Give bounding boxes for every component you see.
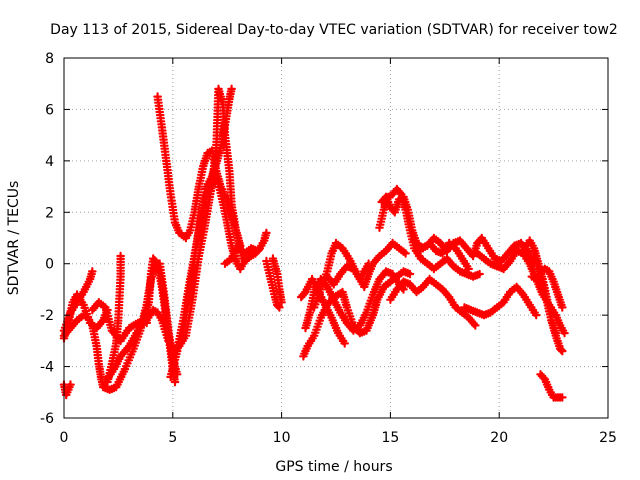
series-trace-15 (268, 254, 286, 307)
series-trace-8 (101, 254, 180, 387)
y-tick-label: -4 (40, 360, 54, 376)
x-tick-labels: 0 5 10 15 20 25 (60, 430, 617, 446)
series-trace-24 (410, 233, 539, 268)
axis-ticks (63, 57, 609, 419)
grid-lines (64, 58, 608, 418)
y-tick-label: -2 (40, 308, 54, 324)
x-tick-label: 25 (599, 430, 617, 446)
series-trace-25 (460, 282, 541, 320)
series-trace-30 (536, 370, 567, 402)
series-trace-20 (323, 238, 410, 292)
plot-frame (63, 57, 609, 419)
y-axis-label: SDTVAR / TECUs (6, 181, 22, 296)
y-tick-label: 0 (45, 257, 54, 273)
x-tick-label: 20 (490, 430, 508, 446)
x-axis-label: GPS time / hours (275, 459, 392, 475)
y-tick-label: 4 (45, 154, 54, 170)
x-tick-label: 15 (381, 430, 399, 446)
series-trace-28 (529, 249, 561, 338)
x-tick-label: 0 (60, 430, 69, 446)
series-trace-23 (386, 274, 480, 330)
x-tick-label: 5 (168, 430, 177, 446)
y-tick-label: -6 (40, 411, 54, 427)
series-trace-13 (220, 241, 265, 268)
y-tick-label: 8 (45, 51, 54, 67)
series-trace-14 (262, 256, 284, 312)
data-traces (59, 84, 569, 402)
chart-title: Day 113 of 2015, Sidereal Day-to-day VTE… (50, 22, 618, 38)
y-tick-label: 2 (45, 205, 54, 221)
x-tick-label: 10 (273, 430, 291, 446)
y-tick-labels: -6 -4 -2 0 2 4 6 8 (40, 51, 54, 427)
series-trace-29 (527, 264, 567, 312)
y-tick-label: 6 (45, 102, 54, 118)
series-trace-1 (59, 380, 75, 400)
